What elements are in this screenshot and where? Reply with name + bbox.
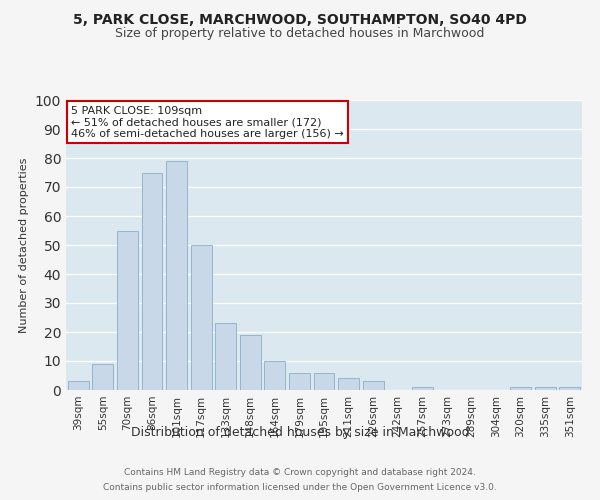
Bar (215, 324, 236, 390)
Text: 5, PARK CLOSE, MARCHWOOD, SOUTHAMPTON, SO40 4PD: 5, PARK CLOSE, MARCHWOOD, SOUTHAMPTON, S… (73, 12, 527, 26)
Bar (559, 387, 580, 390)
Bar (240, 335, 261, 390)
Bar (510, 387, 531, 390)
Y-axis label: Number of detached properties: Number of detached properties (19, 158, 29, 332)
Bar (535, 387, 556, 390)
Text: 5 PARK CLOSE: 109sqm
← 51% of detached houses are smaller (172)
46% of semi-deta: 5 PARK CLOSE: 109sqm ← 51% of detached h… (71, 106, 344, 139)
Bar (314, 372, 334, 390)
Text: Size of property relative to detached houses in Marchwood: Size of property relative to detached ho… (115, 28, 485, 40)
Bar (166, 161, 187, 390)
Bar (92, 364, 113, 390)
Bar (142, 172, 163, 390)
Bar (338, 378, 359, 390)
Bar (412, 387, 433, 390)
Bar (265, 361, 286, 390)
Text: Contains HM Land Registry data © Crown copyright and database right 2024.: Contains HM Land Registry data © Crown c… (124, 468, 476, 477)
Bar (362, 382, 383, 390)
Text: Contains public sector information licensed under the Open Government Licence v3: Contains public sector information licen… (103, 483, 497, 492)
Bar (68, 382, 89, 390)
Bar (191, 245, 212, 390)
Text: Distribution of detached houses by size in Marchwood: Distribution of detached houses by size … (131, 426, 469, 439)
Bar (117, 230, 138, 390)
Bar (289, 372, 310, 390)
